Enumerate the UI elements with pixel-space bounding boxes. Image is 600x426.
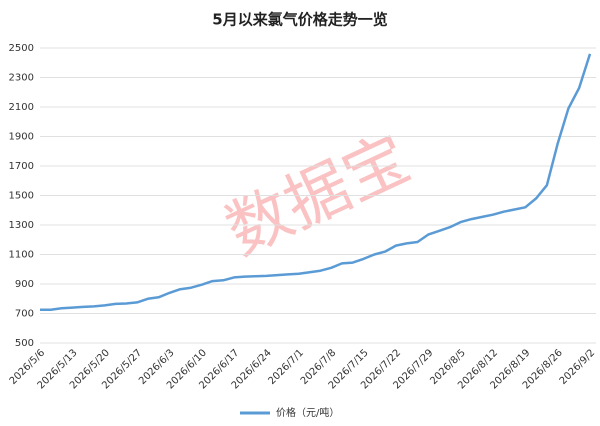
- y-tick-label: 900: [15, 279, 34, 290]
- y-tick-label: 1700: [9, 161, 34, 172]
- y-tick-label: 2300: [9, 73, 34, 84]
- line-series: [40, 53, 592, 312]
- chart-title: 5月以来氯气价格走势一览: [212, 11, 387, 29]
- y-tick-label: 2500: [9, 43, 34, 54]
- y-tick-label: 1900: [9, 132, 34, 143]
- y-tick-label: 1500: [9, 191, 34, 202]
- y-tick-label: 1100: [9, 250, 34, 261]
- y-tick-label: 1300: [9, 220, 34, 231]
- y-tick-label: 2100: [9, 102, 34, 113]
- y-tick-label: 500: [15, 338, 34, 349]
- x-tick-label: 2026/9/2: [558, 347, 598, 387]
- y-tick-label: 700: [15, 309, 34, 320]
- legend-label: 价格（元/吨）: [276, 406, 339, 419]
